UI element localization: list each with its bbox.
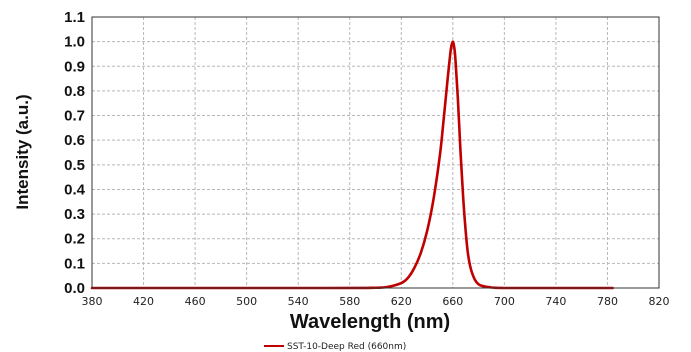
y-tick-label: 0.3 [64,206,85,223]
x-tick-label: 380 [82,295,103,308]
x-tick-label: 700 [494,295,515,308]
y-tick-label: 0.7 [64,108,85,125]
series-line [90,40,614,290]
grid-lines [92,17,659,288]
x-tick-label: 740 [545,295,566,308]
x-tick-label: 580 [339,295,360,308]
x-tick-label: 540 [288,295,309,308]
y-tick-label: 0.4 [64,181,86,198]
legend: SST-10-Deep Red (660nm) [264,342,406,352]
x-tick-label: 500 [236,295,257,308]
x-tick-label: 780 [597,295,618,308]
y-axis-label: Intensity (a.u.) [13,94,32,209]
plot-background [92,17,659,288]
y-tick-label: 0.8 [64,83,85,100]
y-tick-label: 0.0 [64,280,85,297]
y-tick-label: 1.1 [64,9,85,26]
x-tick-labels: 380 420 460 500 540 580 620 660 700 740 780 820 [82,295,670,308]
x-tick-label: 460 [185,295,206,308]
y-tick-label: 0.9 [64,58,85,75]
x-axis-label: Wavelength (nm) [290,311,450,333]
y-tick-label: 1.0 [64,34,85,51]
x-tick-label: 420 [133,295,154,308]
y-tick-labels: 0.0 0.1 0.2 0.3 0.4 0.5 0.6 0.7 0.8 0.9 1.0 1.1 [64,9,86,297]
series-lines [90,40,614,290]
legend-label: SST-10-Deep Red (660nm) [287,342,406,352]
y-tick-label: 0.1 [64,255,85,272]
x-tick-label: 820 [649,295,670,308]
plot-border [91,16,660,289]
y-tick-label: 0.2 [64,231,85,248]
x-tick-label: 620 [391,295,412,308]
y-tick-label: 0.5 [64,157,85,174]
x-tick-label: 660 [442,295,463,308]
y-tick-label: 0.6 [64,132,85,149]
